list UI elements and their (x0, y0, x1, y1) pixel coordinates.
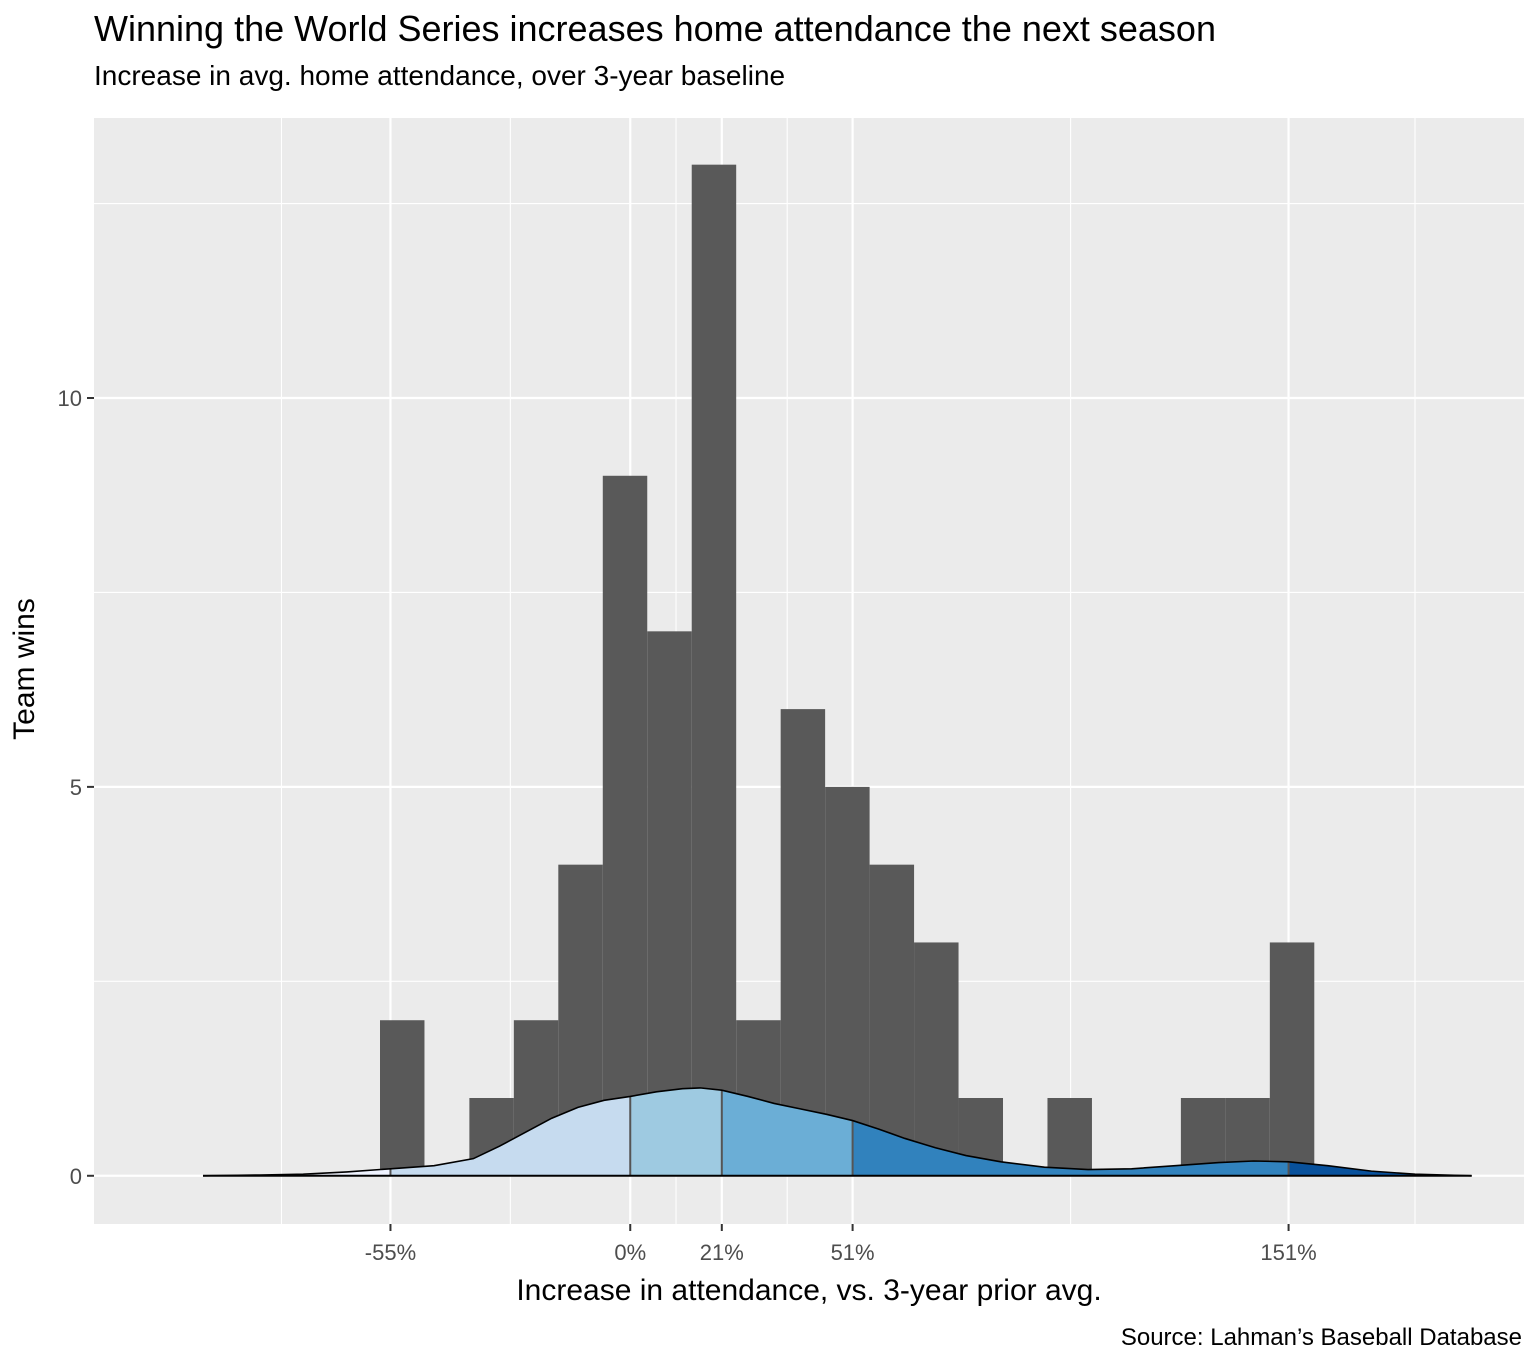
density-quantile-region (1288, 1161, 1472, 1176)
chart-subtitle: Increase in avg. home attendance, over 3… (94, 60, 786, 91)
y-tick-label: 5 (70, 775, 82, 800)
y-tick-label: 10 (58, 386, 82, 411)
histogram-bar (914, 942, 959, 1176)
x-tick-label: 151% (1260, 1240, 1316, 1265)
density-quantile-region (630, 1087, 722, 1176)
density-curve (202, 1087, 1472, 1177)
histogram-bar (1047, 1098, 1092, 1176)
density-line (202, 1087, 1472, 1177)
y-tick-label: 0 (70, 1164, 82, 1189)
axes: -55% 0% 21% 51% 151% 0 5 10 (58, 386, 1317, 1265)
x-tick-label: 0% (614, 1240, 646, 1265)
density-quantile-region (390, 1096, 631, 1176)
x-tick-label: 21% (700, 1240, 744, 1265)
histogram-bar (602, 475, 648, 1176)
x-tick-label: 51% (831, 1240, 875, 1265)
chart-caption: Source: Lahman’s Baseball Database (1120, 1324, 1522, 1351)
histogram-bar (825, 786, 870, 1176)
histogram-bar (1269, 942, 1315, 1176)
density-quantile-region (721, 1090, 853, 1176)
histogram-bar (780, 709, 826, 1176)
density-quantile-region (202, 1168, 391, 1176)
histogram-bar (691, 164, 737, 1176)
histogram-bar (647, 631, 692, 1176)
x-tick-label: -55% (365, 1240, 416, 1265)
y-axis-title: Team wins (8, 598, 41, 740)
chart-title: Winning the World Series increases home … (94, 8, 1216, 49)
density-quantile-region (852, 1120, 1289, 1176)
x-axis-title: Increase in attendance, vs. 3-year prior… (516, 1274, 1101, 1307)
histogram-bar (869, 864, 915, 1176)
histogram-bar (380, 1020, 425, 1176)
